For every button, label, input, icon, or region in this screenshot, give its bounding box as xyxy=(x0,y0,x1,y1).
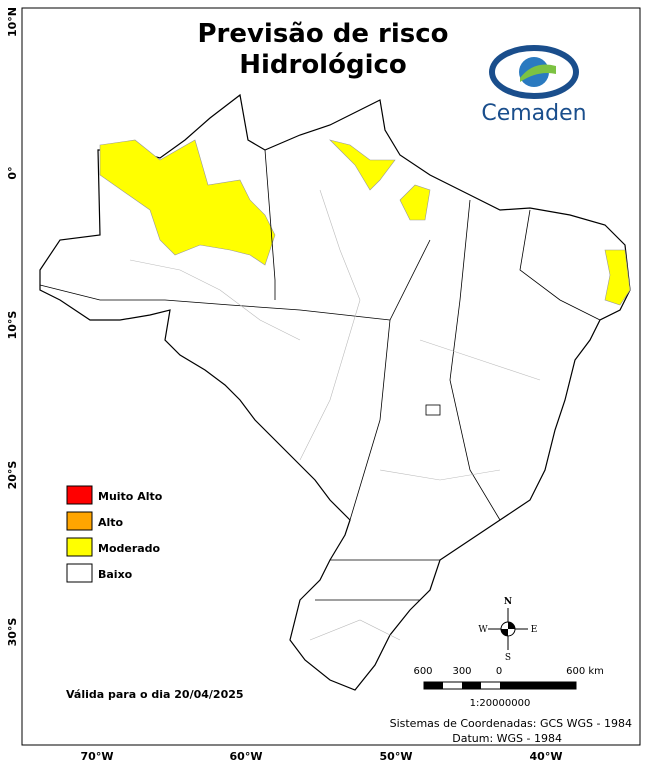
valid-date: Válida para o dia 20/04/2025 xyxy=(66,688,244,701)
latitude-label: 30°S xyxy=(6,618,19,647)
border-line xyxy=(129,259,301,341)
latitude-label: 0° xyxy=(6,166,19,179)
longitude-label: 60°W xyxy=(230,750,263,763)
border-line xyxy=(425,404,441,416)
scale-ratio: 1:20000000 xyxy=(470,698,531,709)
title: Previsão de risco xyxy=(197,19,448,49)
compass-label: W xyxy=(478,625,488,635)
logo: Cemaden xyxy=(481,45,587,126)
scale-segment xyxy=(500,682,576,689)
compass-label: S xyxy=(505,653,511,663)
legend-swatch xyxy=(66,537,93,557)
border-line xyxy=(349,239,431,521)
compass-label: N xyxy=(504,597,512,607)
footer-text: Sistemas de Coordenadas: GCS WGS - 1984 xyxy=(390,717,632,730)
legend-label: Baixo xyxy=(98,568,133,581)
moderate-area xyxy=(604,249,631,306)
border-line xyxy=(39,284,391,321)
latitude-labels: 10°N 0° 10°S 20°S 30°S xyxy=(6,7,19,646)
border-line xyxy=(449,199,501,521)
logo-leaf xyxy=(520,64,556,82)
border-line xyxy=(519,209,601,321)
municipal-borders xyxy=(129,189,541,641)
logo-eye xyxy=(489,45,579,99)
legend: Muito Alto Alto Moderado Baixo xyxy=(66,485,163,583)
scale-segment xyxy=(424,682,443,689)
longitude-label: 70°W xyxy=(81,750,114,763)
latitude-label: 20°S xyxy=(6,461,19,490)
scale-bar: 600 300 0 600 km 1:20000000 xyxy=(413,666,603,709)
legend-swatch xyxy=(66,563,93,583)
title: Hidrológico xyxy=(239,50,407,80)
longitude-labels: 70°W 60°W 50°W 40°W xyxy=(81,750,563,763)
legend-label: Alto xyxy=(98,516,124,529)
border-line xyxy=(264,149,276,300)
scale-label: 600 xyxy=(413,666,432,677)
moderate-area xyxy=(329,139,396,191)
north-arrow: N S W E xyxy=(478,597,537,663)
compass-label: E xyxy=(531,625,538,635)
border-line xyxy=(299,189,361,461)
longitude-label: 40°W xyxy=(530,750,563,763)
latitude-label: 10°N xyxy=(6,7,19,37)
moderate-area xyxy=(99,139,276,266)
legend-label: Moderado xyxy=(98,542,161,555)
legend-swatch xyxy=(66,511,93,531)
scale-label: 600 km xyxy=(566,666,604,677)
arrow-center xyxy=(501,622,515,636)
legend-label: Muito Alto xyxy=(98,490,163,503)
longitude-label: 50°W xyxy=(380,750,413,763)
logo-text: Cemaden xyxy=(481,101,586,126)
latitude-label: 10°S xyxy=(6,311,19,340)
scale-label: 0 xyxy=(496,666,502,677)
border-line xyxy=(379,469,501,481)
scale-label: 300 xyxy=(452,666,471,677)
legend-swatch xyxy=(66,485,93,505)
border-line xyxy=(419,339,541,381)
state-borders xyxy=(39,149,601,601)
footer-text: Datum: WGS - 1984 xyxy=(452,732,562,745)
border-line xyxy=(309,619,401,641)
map-body xyxy=(39,93,631,691)
scale-segment xyxy=(462,682,481,689)
moderate-area xyxy=(399,184,431,221)
